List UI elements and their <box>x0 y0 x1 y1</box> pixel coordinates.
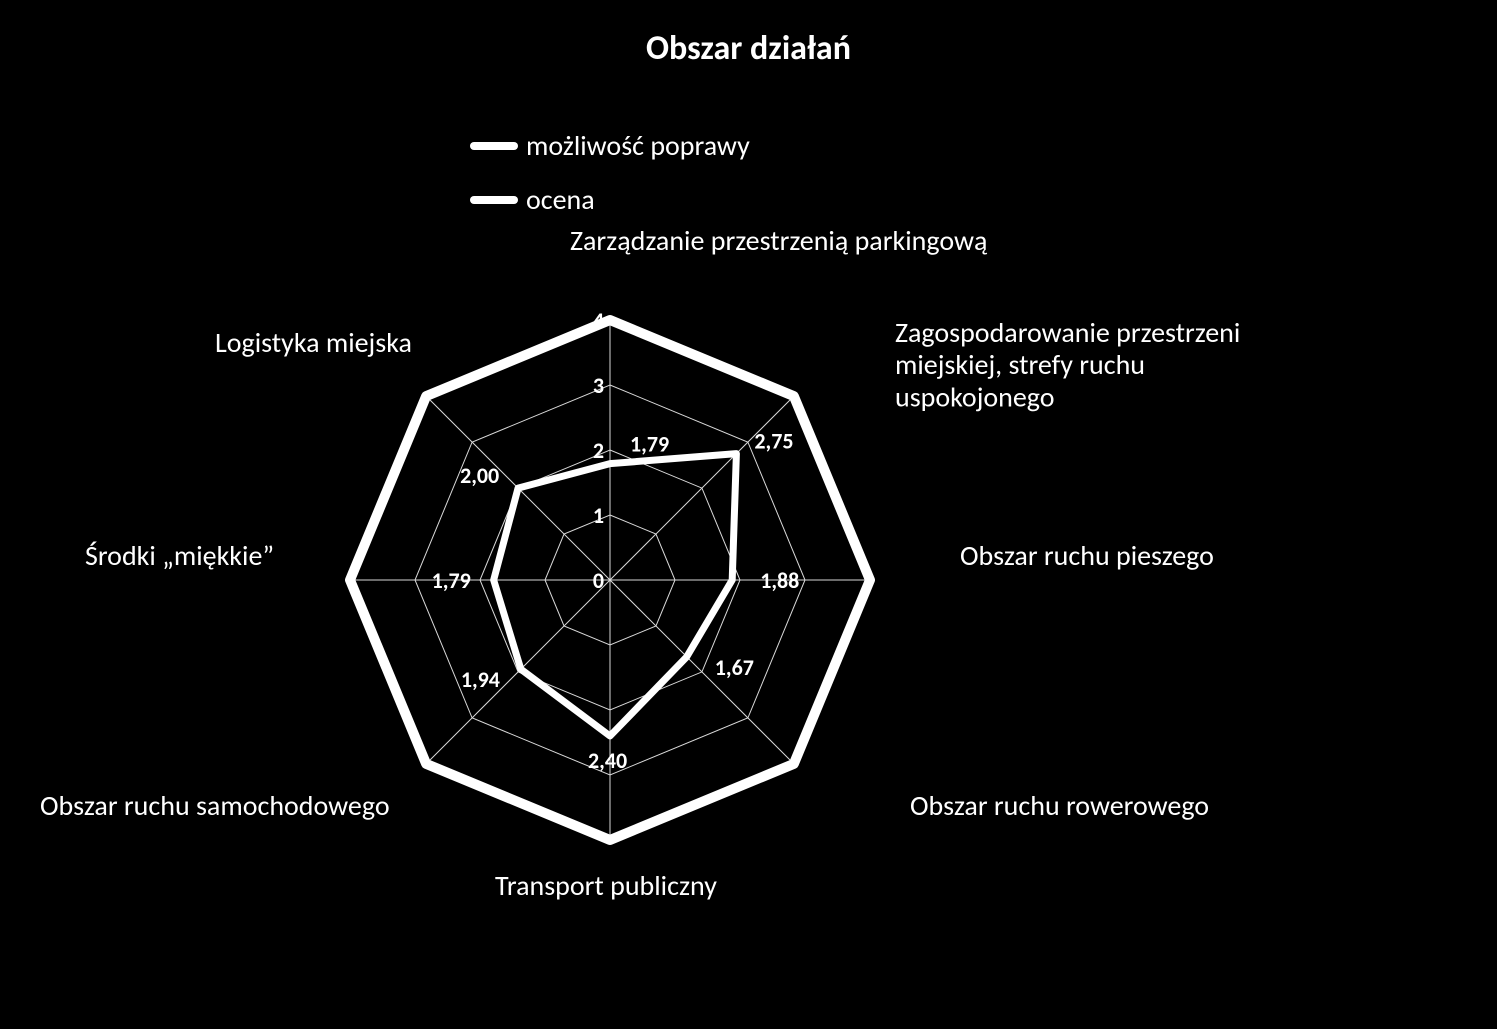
data-label: 1,67 <box>715 654 754 681</box>
data-label: 2,75 <box>754 428 793 455</box>
category-label: Środki „miękkie” <box>85 538 274 573</box>
data-label: 1,79 <box>432 567 471 594</box>
data-label: 1,88 <box>760 567 799 594</box>
axis-tick-label: 2 <box>593 437 604 464</box>
data-label: 1,94 <box>461 666 500 693</box>
data-label: 2,40 <box>588 747 627 774</box>
grid-spoke <box>610 396 794 580</box>
category-label: Zagospodarowanie przestrzenimiejskiej, s… <box>895 315 1240 414</box>
category-label: Obszar ruchu rowerowego <box>910 788 1209 823</box>
series-1 <box>494 454 737 736</box>
axis-tick-label: 3 <box>593 372 604 399</box>
category-label: Zarządzanie przestrzenią parkingową <box>570 223 988 258</box>
axis-tick-label: 1 <box>593 502 604 529</box>
category-label: Logistyka miejska <box>215 325 412 360</box>
data-label: 1,79 <box>630 431 669 458</box>
grid-spoke <box>610 580 794 764</box>
category-label: Transport publiczny <box>495 868 717 903</box>
category-label: Obszar ruchu samochodowego <box>40 788 390 823</box>
axis-tick-label: 0 <box>593 567 604 594</box>
radar-chart: 012341,792,751,881,672,401,941,792,00Zar… <box>0 0 1497 1029</box>
data-label: 2,00 <box>460 462 499 489</box>
category-label: Obszar ruchu pieszego <box>960 538 1214 573</box>
grid-spoke <box>426 580 610 764</box>
